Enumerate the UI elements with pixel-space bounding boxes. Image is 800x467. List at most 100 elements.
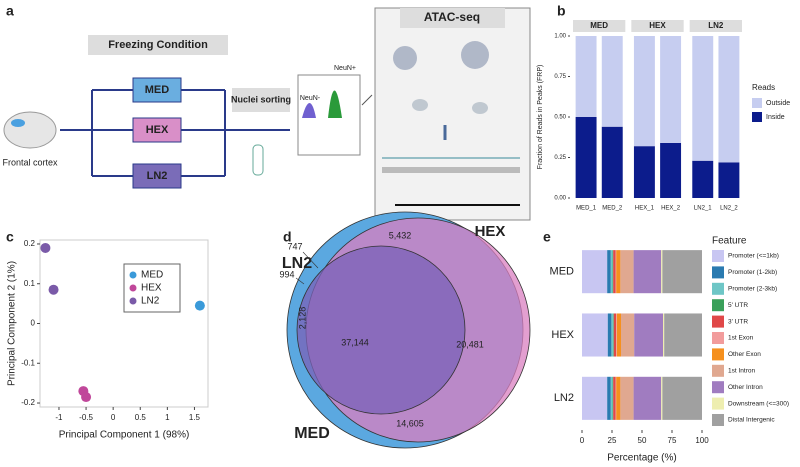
legend-swatch [712,381,724,394]
legend-title: Reads [752,83,775,92]
bar-segment [610,250,613,294]
bar-segment [620,250,634,294]
legend-swatch [712,332,724,344]
legend-marker [129,271,137,279]
nucleosome [393,46,417,70]
assay-title-box [400,8,505,28]
bar-segment [661,376,663,420]
step-label: Nuclei sorting [231,94,291,104]
bar-segment [616,250,621,294]
facet-label: LN2 [708,21,724,30]
legend-label: 3' UTR [728,318,748,325]
bar-segment [607,376,611,420]
y-tick-label: 0.2 [24,239,36,248]
panel-label: b [557,3,566,19]
bar-segment [662,376,702,420]
legend-swatch [712,299,724,312]
y-axis-title: Principal Component 2 (1%) [7,261,18,386]
leader-line [295,277,305,285]
bar-segment [660,142,682,198]
x-tick-label: 0 [111,413,116,422]
bar-segment [633,376,662,420]
region-count: 2,128 [297,307,307,330]
bar-segment [612,250,614,294]
x-axis-title: Percentage (%) [607,453,676,464]
panel-a: a Frontal cortex Freezing Condition MED … [2,3,531,221]
legend-swatch [712,266,724,279]
legend-swatch [712,414,724,426]
bar-segment [620,376,634,420]
step-box [232,88,290,112]
arrow [361,94,373,106]
panel-label: a [6,3,14,19]
legend-marker [129,284,137,292]
bar-segment [611,313,614,357]
bar-segment [607,250,611,294]
nucleosome [461,41,489,69]
x-tick-label: -0.5 [79,413,93,422]
brain-icon [3,111,57,149]
tissue-label: Frontal cortex [2,157,58,167]
legend-label: Promoter (1-2kb) [728,269,777,276]
y-tick-label: HEX [551,329,574,341]
panel-label: c [6,229,14,245]
condition-label: LN2 [147,170,168,182]
y-tick-label: LN2 [554,392,574,404]
bar-segment [613,313,614,357]
legend-label: LN2 [141,296,160,307]
legend-label: Distal Intergenic [728,417,775,424]
region-count: 5,432 [389,230,412,240]
point [194,300,205,311]
legend-swatch [712,250,724,262]
legend-swatch [712,315,724,328]
bar-segment [692,36,714,161]
bar-segment [662,250,702,294]
legend-label: Other Exon [728,351,761,358]
point [40,242,51,253]
title-box [88,35,228,55]
set-label: LN2 [282,255,312,272]
tube-icon [252,144,264,176]
bar-segment [612,376,614,420]
condition-box [132,77,182,103]
condition-label: HEX [146,124,169,136]
condition-box [132,117,182,143]
facs-peak [328,90,342,118]
x-tick-label: 1.5 [189,413,201,422]
legend-swatch [712,364,724,377]
x-tick-label: HEX_2 [661,206,681,212]
legend-marker [129,297,137,305]
bar-segment [633,146,655,198]
x-tick-label: 0 [580,436,585,445]
legend-swatch [752,98,762,108]
point [81,392,92,403]
bar-segment [601,36,623,127]
bar-segment [575,117,597,198]
x-tick-label: MED_2 [602,206,623,212]
assay-box [374,7,531,221]
legend-title: Feature [712,236,747,247]
bar-segment [613,376,616,420]
nucleosome [472,102,488,114]
bar-segment [660,36,682,143]
facs-peak [302,103,316,118]
x-tick-label: MED_1 [576,206,597,212]
point [48,284,59,295]
y-tick-label: 0.25 [554,155,566,161]
facet-label: MED [590,21,608,30]
bar-segment [718,162,740,198]
legend-label: HEX [141,283,162,294]
bar-segment [607,313,612,357]
legend-swatch [712,397,724,410]
legend-label: 5' UTR [728,302,748,309]
facet-label: HEX [649,21,666,30]
y-tick-label: 0.50 [554,115,566,121]
region-count: 14,605 [396,418,424,428]
bar-segment [575,36,597,117]
y-tick-label: 0.1 [24,279,36,288]
legend-label: MED [141,270,163,281]
bar-segment [663,313,665,357]
y-axis-title: Fraction of Reads in Peaks (FRP) [537,65,544,170]
legend-label: Promoter (<=1kb) [728,253,779,260]
